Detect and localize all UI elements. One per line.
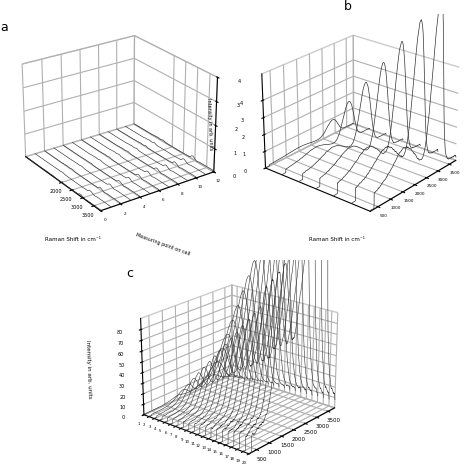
Text: Raman Shift in cm⁻¹: Raman Shift in cm⁻¹ (309, 237, 365, 242)
Text: c: c (126, 266, 133, 280)
Text: b: b (344, 0, 352, 13)
Text: Raman Shift in cm⁻¹: Raman Shift in cm⁻¹ (45, 237, 101, 242)
Text: Measuring point on cell: Measuring point on cell (135, 233, 191, 257)
Text: a: a (0, 21, 8, 34)
